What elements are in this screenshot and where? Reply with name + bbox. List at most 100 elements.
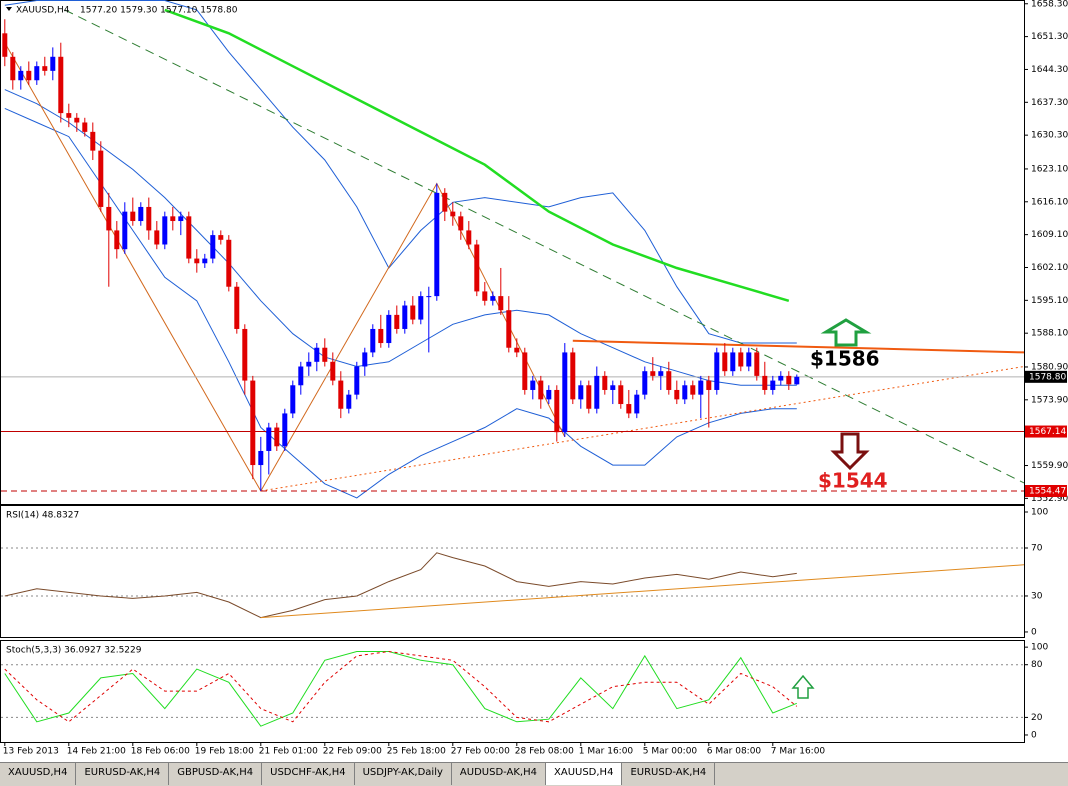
- panel-layer: [1, 547, 1024, 619]
- candle-body: [26, 70, 32, 81]
- trendline: [260, 366, 1024, 492]
- rsi-panel: [0, 505, 1025, 638]
- y-tick-label: 1623.10: [1031, 164, 1068, 174]
- x-tick-label: 22 Feb 09:00: [323, 747, 382, 757]
- trendline: [64, 9, 1024, 484]
- candle-body: [34, 66, 40, 81]
- candle-body: [706, 380, 712, 390]
- candle-body: [666, 371, 672, 390]
- candle-body: [18, 70, 24, 81]
- price-tag-label: 1567.14: [1029, 427, 1066, 437]
- x-tick-label: 14 Feb 21:00: [67, 747, 126, 757]
- indicator-line: [164, 8, 790, 302]
- candle-body: [298, 366, 304, 386]
- candle-body: [762, 375, 768, 390]
- tab[interactable]: EURUSD-AK,H4: [76, 763, 170, 785]
- candle-body: [138, 206, 144, 222]
- up-arrow: [820, 318, 872, 347]
- tab[interactable]: AUDUSD-AK,H4: [452, 763, 546, 785]
- candle-body: [650, 371, 656, 376]
- candle-body: [682, 385, 688, 400]
- candle-body: [146, 206, 152, 231]
- candle-body: [74, 117, 80, 123]
- candle-body: [10, 56, 16, 81]
- candle-body: [730, 352, 736, 372]
- y-tick-label: 1580.90: [1031, 362, 1068, 372]
- up-arrow-small: [791, 674, 815, 699]
- candle-body: [234, 286, 240, 329]
- candle-body: [122, 211, 128, 250]
- candle-body: [738, 352, 744, 367]
- candle-body: [610, 385, 616, 390]
- candle-body: [66, 113, 72, 118]
- candle-body: [226, 239, 232, 287]
- candle-body: [426, 296, 432, 298]
- candle-body: [602, 375, 608, 390]
- y-tick-label: 80: [1031, 660, 1043, 670]
- candle-body: [770, 380, 776, 390]
- candle-body: [586, 385, 592, 409]
- chart-subtitle: 1577.20 1579.30 1577.10 1578.80: [80, 6, 238, 16]
- candle-body: [746, 352, 752, 367]
- tab[interactable]: USDCHF-AK,H4: [262, 763, 355, 785]
- candle-body: [386, 314, 392, 344]
- candle-body: [90, 131, 96, 151]
- indicator-line: [4, 552, 797, 619]
- candle-body: [490, 296, 496, 301]
- candle-body: [2, 33, 8, 57]
- y-tick-label: 100: [1031, 507, 1048, 517]
- candle-body: [290, 385, 296, 414]
- candle-body: [554, 389, 560, 433]
- candle-body: [378, 328, 384, 344]
- tab[interactable]: USDJPY-AK,Daily: [355, 763, 452, 785]
- y-tick-label: 0: [1031, 730, 1037, 740]
- price-tag-label: 1578.80: [1029, 372, 1066, 382]
- candle-body: [418, 296, 424, 320]
- y-tick-label: 1616.10: [1031, 197, 1068, 207]
- candle-body: [154, 230, 160, 245]
- candle-body: [690, 385, 696, 395]
- y-tick-label: 1630.30: [1031, 131, 1068, 141]
- candle-body: [562, 352, 568, 433]
- candle-body: [410, 305, 416, 320]
- down-arrow: [830, 432, 870, 471]
- candle-body: [330, 361, 336, 381]
- main-panel: [0, 0, 1025, 505]
- x-tick-label: 7 Mar 16:00: [771, 747, 826, 757]
- candle-body: [778, 375, 784, 381]
- candle-body: [514, 347, 520, 353]
- trendline: [572, 339, 1024, 354]
- price-tag-label: 1554.47: [1029, 487, 1066, 497]
- y-tick-label: 1595.10: [1031, 296, 1068, 306]
- candle-body: [82, 122, 88, 132]
- candle-body: [522, 352, 528, 390]
- price-tag: [1025, 370, 1067, 383]
- x-tick-label: 18 Feb 06:00: [131, 747, 190, 757]
- candle-body: [698, 380, 704, 395]
- candle-body: [194, 258, 200, 264]
- candle-body: [506, 310, 512, 348]
- candle-body: [314, 347, 320, 362]
- candle-body: [626, 404, 632, 414]
- x-tick-label: 28 Feb 08:00: [515, 747, 574, 757]
- tab[interactable]: GBPUSD-AK,H4: [169, 763, 263, 785]
- tab[interactable]: XAUUSD,H4: [546, 763, 623, 785]
- candle-body: [786, 375, 792, 385]
- candle-body: [594, 375, 600, 409]
- candle-body: [434, 192, 440, 297]
- chart-title: XAUUSD,H4: [16, 6, 70, 16]
- tab[interactable]: EURUSD-AK,H4: [622, 763, 716, 785]
- x-tick-label: 1 Mar 16:00: [579, 747, 634, 757]
- candle-body: [442, 192, 448, 212]
- tab-bar: XAUUSD,H4 EURUSD-AK,H4 GBPUSD-AK,H4 USDCHF-…: [0, 762, 1068, 786]
- candle-body: [346, 394, 352, 409]
- y-tick-label: 1651.30: [1031, 32, 1068, 42]
- candle-body: [498, 296, 504, 311]
- tab[interactable]: XAUUSD,H4: [0, 763, 77, 785]
- candle-body: [202, 258, 208, 264]
- y-tick-label: 30: [1031, 591, 1043, 601]
- x-tick-label: 25 Feb 18:00: [387, 747, 446, 757]
- candle-body: [282, 413, 288, 447]
- y-tick-label: 1552.90: [1031, 494, 1068, 504]
- y-tick-label: 20: [1031, 713, 1043, 723]
